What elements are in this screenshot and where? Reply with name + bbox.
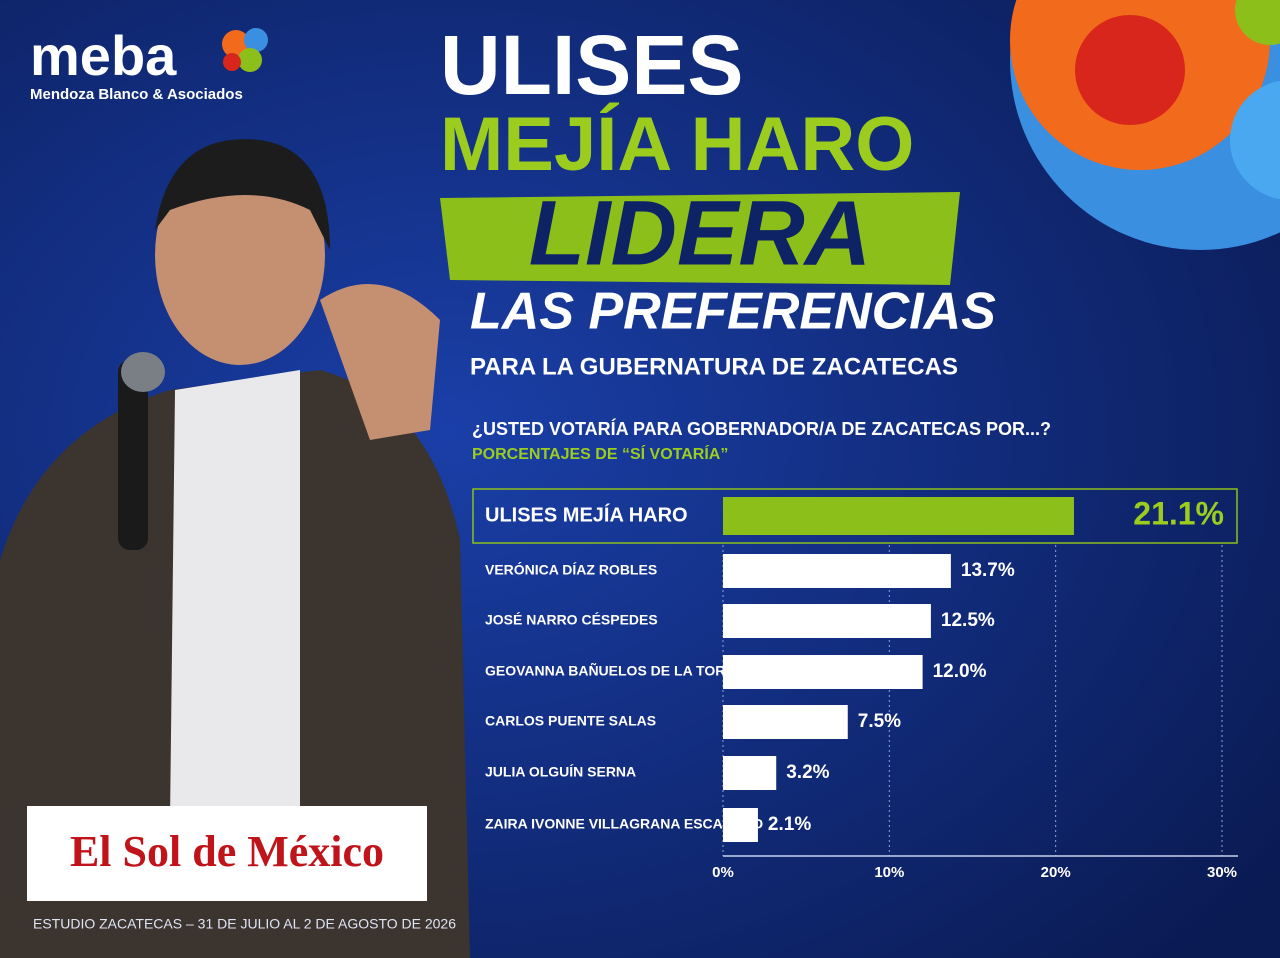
footer-note: ESTUDIO ZACATECAS – 31 DE JULIO AL 2 DE … xyxy=(33,916,456,932)
bar xyxy=(723,604,931,638)
category-label: ULISES MEJÍA HARO xyxy=(485,503,688,526)
value-label: 12.5% xyxy=(941,610,995,631)
value-label: 7.5% xyxy=(858,711,901,732)
bar xyxy=(723,756,777,790)
category-label: JOSÉ NARRO CÉSPEDES xyxy=(485,612,658,628)
headline-line: LIDERA xyxy=(529,182,871,284)
value-label: 2.1% xyxy=(768,814,811,835)
headline-line: ULISES xyxy=(440,18,743,112)
value-label: 12.0% xyxy=(933,661,987,682)
x-tick-label: 10% xyxy=(874,864,904,881)
bar xyxy=(723,808,758,842)
x-tick-label: 0% xyxy=(712,864,734,881)
bar xyxy=(723,655,923,689)
chart-title: ¿USTED VOTARÍA PARA GOBERNADOR/A DE ZACA… xyxy=(472,418,1051,439)
bar-chart: 0% 10% 20% 30% ULISES MEJÍA HARO 21.1% VERÓNIC… xyxy=(472,488,1238,881)
decor-shapes xyxy=(1010,0,1280,250)
chart-subtitle: PORCENTAJES DE “SÍ VOTARÍA” xyxy=(472,444,728,463)
value-label: 3.2% xyxy=(786,762,829,783)
media-logo: El Sol de México xyxy=(70,827,384,876)
bar xyxy=(723,705,848,739)
category-label: JULIA OLGUÍN SERNA xyxy=(485,764,636,780)
headline: ULISES MEJÍA HARO LIDERA LAS PREFERENCIA… xyxy=(440,18,996,380)
value-label: 21.1% xyxy=(1133,495,1224,531)
bar xyxy=(723,497,1074,535)
brand-tagline: Mendoza Blanco & Asociados xyxy=(30,86,243,103)
bar xyxy=(723,554,951,588)
x-tick-label: 20% xyxy=(1041,864,1071,881)
media-logo-box xyxy=(27,806,427,901)
headline-line: MEJÍA HARO xyxy=(440,102,914,187)
category-label: GEOVANNA BAÑUELOS DE LA TORRE xyxy=(485,662,745,679)
category-label: CARLOS PUENTE SALAS xyxy=(485,713,656,729)
brand-name: meba xyxy=(30,24,177,87)
category-label: VERÓNICA DÍAZ ROBLES xyxy=(485,561,657,578)
logo: meba Mendoza Blanco & Asociados xyxy=(30,24,268,103)
category-label: ZAIRA IVONNE VILLAGRANA ESCAREÑO xyxy=(485,815,763,832)
headline-line: PARA LA GUBERNATURA DE ZACATECAS xyxy=(470,353,958,380)
highlight-box xyxy=(472,488,1238,544)
value-label: 13.7% xyxy=(961,560,1015,581)
headline-line: LAS PREFERENCIAS xyxy=(470,283,996,341)
x-tick-label: 30% xyxy=(1207,864,1237,881)
